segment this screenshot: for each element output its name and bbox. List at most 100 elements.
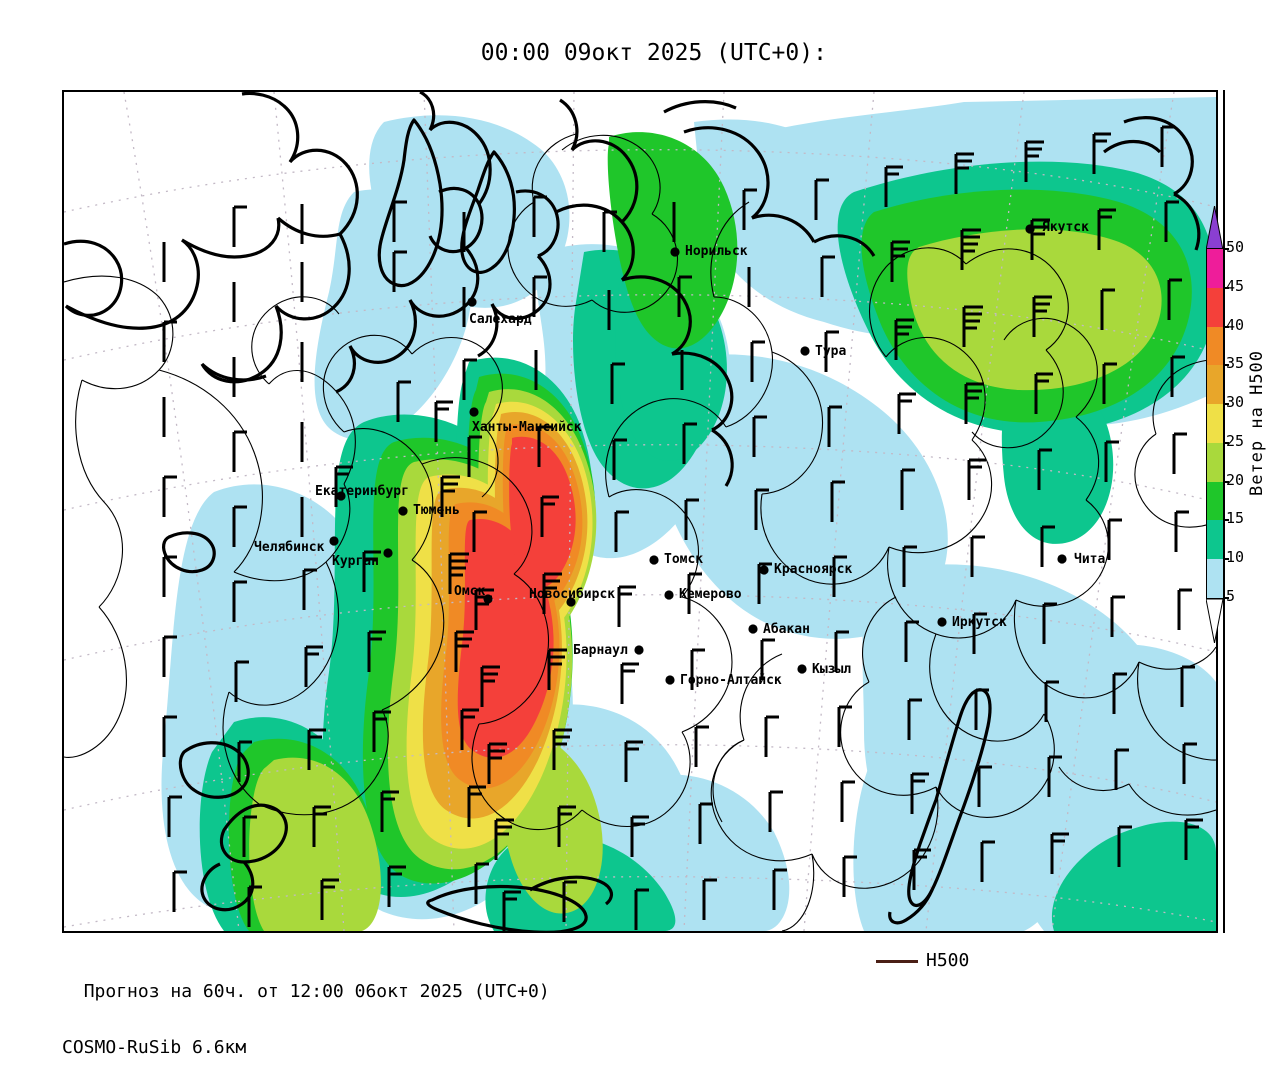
- city-dot: [800, 346, 810, 356]
- city-label: Барнаул: [573, 643, 628, 658]
- footer-text: Прогноз на 60ч. от 12:00 06окт 2025 (UTC…: [62, 950, 550, 1090]
- city-dot: [937, 617, 947, 627]
- city-label: Тура: [815, 344, 846, 359]
- colorbar-axis-label-text: Ветер на H500: [1247, 349, 1267, 496]
- colorbar-tick-25: 25: [1226, 431, 1245, 450]
- city-marker: Якутск: [1025, 220, 1089, 235]
- colorbar-band-40-45: [1207, 287, 1224, 327]
- city-marker: Томск: [649, 552, 703, 567]
- city-marker: Абакан: [748, 622, 810, 637]
- colorbar-tickmark-5: [1223, 597, 1229, 599]
- model-name-line: COSMO-RuSib 6.6км: [62, 1037, 247, 1058]
- city-marker: Челябинск: [254, 536, 339, 555]
- city-dot: [336, 491, 346, 501]
- colorbar-band-5-10: [1207, 559, 1224, 598]
- colorbar-band-45-50: [1207, 249, 1224, 288]
- colorbar-tick-40: 40: [1226, 315, 1245, 334]
- colorbar-band-35-40: [1207, 326, 1224, 366]
- colorbar-tickmark-35: [1223, 364, 1229, 367]
- city-label: Челябинск: [254, 540, 325, 555]
- colorbar-band-20-25: [1207, 442, 1224, 482]
- city-marker: Екатеринбург: [315, 484, 409, 501]
- city-label: Чита: [1074, 552, 1105, 567]
- city-label: Екатеринбург: [315, 484, 409, 499]
- city-label: Новосибирск: [529, 587, 615, 602]
- forecast-info-line: Прогноз на 60ч. от 12:00 06окт 2025 (UTC…: [83, 981, 550, 1002]
- city-dot: [483, 594, 493, 604]
- city-marker: Барнаул: [573, 643, 644, 658]
- city-dot: [797, 664, 807, 674]
- colorbar-tickmark-10: [1223, 558, 1229, 561]
- colorbar-tick-15: 15: [1226, 509, 1245, 528]
- colorbar-band-10-15: [1207, 520, 1224, 560]
- colorbar-band-30-35: [1207, 365, 1224, 405]
- map-canvas[interactable]: Якутск Норильск Салехард Тура Ханты-Мансийск…: [64, 92, 1216, 931]
- city-label: Салехард: [469, 312, 532, 327]
- h500-legend-label: H500: [926, 950, 970, 971]
- city-dot: [759, 565, 769, 575]
- city-dot: [649, 555, 659, 565]
- city-marker: Кызыл: [797, 662, 851, 677]
- city-dot: [383, 548, 393, 558]
- colorbar-tick-35: 35: [1226, 354, 1245, 373]
- h500-legend: H500: [876, 952, 969, 970]
- title-line-1: 00:00 09окт 2025 (UTC+0):: [480, 40, 827, 66]
- city-label: Горно-Алтайск: [680, 673, 782, 688]
- city-dot: [634, 645, 644, 655]
- city-dot: [1057, 554, 1067, 564]
- colorbar-tick-30: 30: [1226, 393, 1245, 412]
- city-label: Томск: [664, 552, 703, 567]
- city-dot: [665, 675, 675, 685]
- city-label: Иркутск: [952, 615, 1007, 630]
- colorbar-tickmark-30: [1223, 403, 1229, 406]
- city-marker: Курган: [332, 548, 393, 569]
- city-marker: Кемерово: [664, 587, 742, 602]
- city-label: Тюмень: [413, 503, 460, 518]
- city-label: Красноярск: [774, 562, 852, 577]
- colorbar-tick-20: 20: [1226, 470, 1245, 489]
- colorbar-tickmark-25: [1223, 441, 1229, 444]
- city-marker: Омск: [454, 584, 493, 604]
- colorbar-tick-5: 5: [1226, 587, 1236, 605]
- city-dot: [469, 407, 479, 417]
- city-dot: [398, 506, 408, 516]
- city-marker: Тура: [800, 344, 846, 359]
- colorbar-tickmark-15: [1223, 519, 1229, 522]
- city-label: Якутск: [1042, 220, 1089, 235]
- colorbar-tick-50: 50: [1226, 238, 1245, 256]
- city-marker: Красноярск: [759, 562, 852, 577]
- colorbar-tick-10: 10: [1226, 548, 1245, 567]
- graticule: [64, 92, 1216, 931]
- colorbar-axis-line: [1223, 90, 1225, 933]
- h500-line-swatch: [876, 959, 918, 963]
- city-dot: [664, 590, 674, 600]
- city-dot: [566, 597, 576, 607]
- city-label: Кызыл: [812, 662, 851, 677]
- colorbar-tickmark-40: [1223, 325, 1229, 328]
- city-dot: [1025, 224, 1035, 234]
- city-marker: Тюмень: [398, 503, 460, 518]
- city-label: Кемерово: [679, 587, 742, 602]
- colorbar-tickmark-20: [1223, 480, 1229, 483]
- city-dot: [670, 247, 680, 257]
- city-marker: Новосибирск: [529, 587, 615, 607]
- city-dot: [467, 297, 477, 307]
- coastline: [64, 92, 1201, 931]
- city-label: Омск: [454, 584, 485, 599]
- city-marker: Норильск: [670, 244, 748, 259]
- city-marker: Ханты-Мансийск: [469, 407, 582, 435]
- colorbar-axis-label: Ветер на H500: [1243, 250, 1271, 595]
- city-marker: Иркутск: [937, 615, 1007, 630]
- colorbar-tickmark-50: [1223, 248, 1229, 250]
- city-dot: [329, 536, 339, 546]
- weather-map[interactable]: Якутск Норильск Салехард Тура Ханты-Мансийск…: [62, 90, 1218, 933]
- city-label: Абакан: [763, 622, 810, 637]
- city-markers: Якутск Норильск Салехард Тура Ханты-Мансийск…: [254, 220, 1105, 688]
- city-label: Курган: [332, 554, 379, 569]
- colorbar-band-15-20: [1207, 481, 1224, 521]
- city-label: Норильск: [685, 244, 748, 259]
- colorbar-tick-45: 45: [1226, 276, 1245, 295]
- city-marker: Горно-Алтайск: [665, 673, 782, 688]
- city-label: Ханты-Мансийск: [472, 420, 582, 435]
- colorbar-tickmark-45: [1223, 286, 1229, 289]
